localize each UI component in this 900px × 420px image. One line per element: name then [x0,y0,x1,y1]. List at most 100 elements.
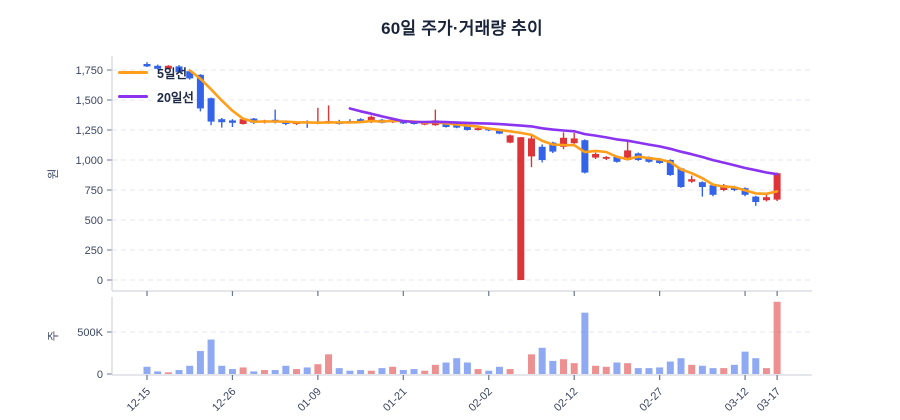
volume-bar [506,369,514,374]
volume-bar [271,370,279,374]
candle-body [698,182,706,187]
candle-body [239,119,247,124]
legend-item-ma20[interactable]: 20일선 [118,84,194,108]
volume-bar [666,361,674,374]
volume-bar [389,366,397,374]
candle-wick [274,109,276,124]
price-y-tick-label: 750 [85,185,103,197]
volume-bar [431,364,439,374]
candle-body [228,120,236,123]
candle-body [463,126,471,130]
volume-bar [442,362,450,374]
volume-bar [335,368,343,374]
candle-body [186,71,194,79]
candle-body [527,138,535,157]
volume-bar [698,365,706,374]
volume-bar [218,365,226,374]
ma5-line-swatch [118,70,148,74]
candle-wick [434,109,437,126]
candle-wick [231,119,234,127]
price-y-tick-label: 250 [85,245,103,257]
volume-bar [357,370,365,374]
price-y-tick-label: 1,750 [75,65,103,77]
legend-item-ma5[interactable]: 5일선 [118,60,194,84]
candle-wick [221,118,223,128]
volume-bar [367,370,375,374]
candle-body [581,140,589,173]
volume-bar [730,364,738,374]
candle-wick [327,105,330,124]
volume-bar [549,360,557,374]
volume-bar [346,370,354,374]
price-y-tick-label: 0 [97,275,103,287]
candle-body [207,98,215,122]
candle-body [517,137,525,280]
volume-bar [741,351,749,374]
volume-bar [399,370,407,374]
volume-bar [314,364,322,374]
candle-body [164,65,172,69]
legend-label-ma20: 20일선 [157,90,194,105]
candle-body [624,150,632,160]
candle-body [709,185,717,195]
candle-body [762,197,770,201]
volume-bar [560,359,568,374]
ma20-line-swatch [118,94,148,98]
volume-y-tick-label: 0 [97,369,103,381]
candle-body [357,119,365,122]
candle-body [688,179,696,182]
volume-bar [175,370,183,374]
volume-bar [410,369,418,374]
candle-wick [306,120,308,128]
volume-bar [474,369,482,374]
candle-body [549,142,557,152]
candle-body [602,157,610,159]
volume-bar [634,368,642,374]
volume-bar [196,351,204,374]
volume-bar [624,363,632,374]
candle-body [570,138,578,144]
volume-bar [207,339,215,374]
volume-bar [762,368,770,374]
candle-body [218,119,226,123]
candle-body [367,116,375,123]
volume-bar [527,354,535,374]
candle-body [666,160,674,175]
x-tick-label: 01-09 [296,386,324,414]
volume-bar [677,358,685,374]
volume-y-tick-label: 500K [77,327,103,339]
volume-bar [143,366,151,374]
candle-body [677,168,685,187]
candle-body [196,74,204,109]
volume-bar [463,362,471,374]
volume-bar [720,368,728,374]
candle-body [143,64,151,67]
volume-bar [752,358,760,374]
legend-label-ma5: 5일선 [157,66,187,81]
volume-axis-title: 주 [48,331,60,342]
volume-bar [453,358,461,374]
price-y-tick-label: 500 [85,215,103,227]
volume-bar [228,369,236,374]
price-axis-title: 원 [46,169,60,180]
volume-bar [645,368,653,374]
chart-legend: 5일선 20일선 [118,60,194,108]
candle-body [538,146,546,160]
x-tick-label: 03-12 [723,386,751,414]
volume-bar [613,362,621,374]
candle-body [592,154,600,158]
candle-body [175,66,183,73]
candle-body [752,196,760,202]
volume-bar [239,367,247,374]
candle-body [453,124,461,128]
candle-body [154,65,162,69]
x-tick-label: 12-26 [210,386,238,414]
candle-body [474,128,482,130]
volume-bar [495,366,503,374]
volume-bar [282,365,290,374]
volume-bar [164,372,172,374]
candle-body [442,123,450,127]
volume-bar [485,370,493,374]
